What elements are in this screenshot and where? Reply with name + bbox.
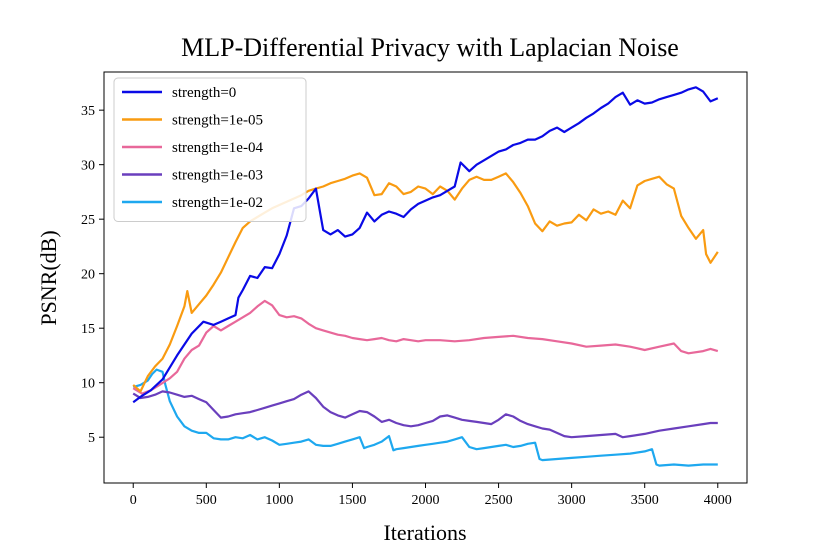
series-line-3 <box>132 299 719 395</box>
chart-title: MLP-Differential Privacy with Laplacian … <box>181 33 679 62</box>
y-tick-label: 10 <box>81 377 95 392</box>
y-tick-label: 15 <box>81 322 95 337</box>
x-tick-label: 500 <box>196 493 217 508</box>
x-tick-label: 1000 <box>265 493 293 508</box>
legend-label: strength=1e-02 <box>172 195 263 211</box>
y-tick-label: 5 <box>88 431 95 446</box>
x-axis-title: Iterations <box>383 520 466 545</box>
legend: strength=0 strength=1e-05 strength=1e-04 st… <box>113 77 307 222</box>
y-tick-label: 35 <box>81 104 95 119</box>
y-tick-label: 25 <box>81 213 95 228</box>
series-line-5 <box>132 368 718 467</box>
legend-label: strength=1e-05 <box>172 113 263 129</box>
series-line-2 <box>132 172 719 393</box>
y-tick-label: 30 <box>81 159 95 174</box>
x-tick-label: 0 <box>130 493 137 508</box>
x-tick-label: 4000 <box>704 493 732 508</box>
series-line-4 <box>132 390 718 439</box>
legend-box <box>113 77 307 222</box>
y-axis-title: PSNR(dB) <box>36 230 61 325</box>
series-lines <box>132 86 719 467</box>
legend-label: strength=1e-03 <box>172 168 263 184</box>
x-axis: 0 500 1000 1500 2000 2500 3000 3500 4000 <box>130 483 732 508</box>
x-tick-label: 3000 <box>558 493 586 508</box>
x-tick-label: 3500 <box>631 493 659 508</box>
x-tick-label: 2500 <box>485 493 513 508</box>
x-tick-label: 1500 <box>338 493 366 508</box>
legend-label: strength=1e-04 <box>172 140 263 156</box>
y-tick-label: 20 <box>81 268 95 283</box>
y-axis: 5 10 15 20 25 30 35 <box>81 104 104 446</box>
x-tick-label: 2000 <box>412 493 440 508</box>
series-line-1 <box>132 86 719 404</box>
legend-label: strength=0 <box>172 85 236 101</box>
